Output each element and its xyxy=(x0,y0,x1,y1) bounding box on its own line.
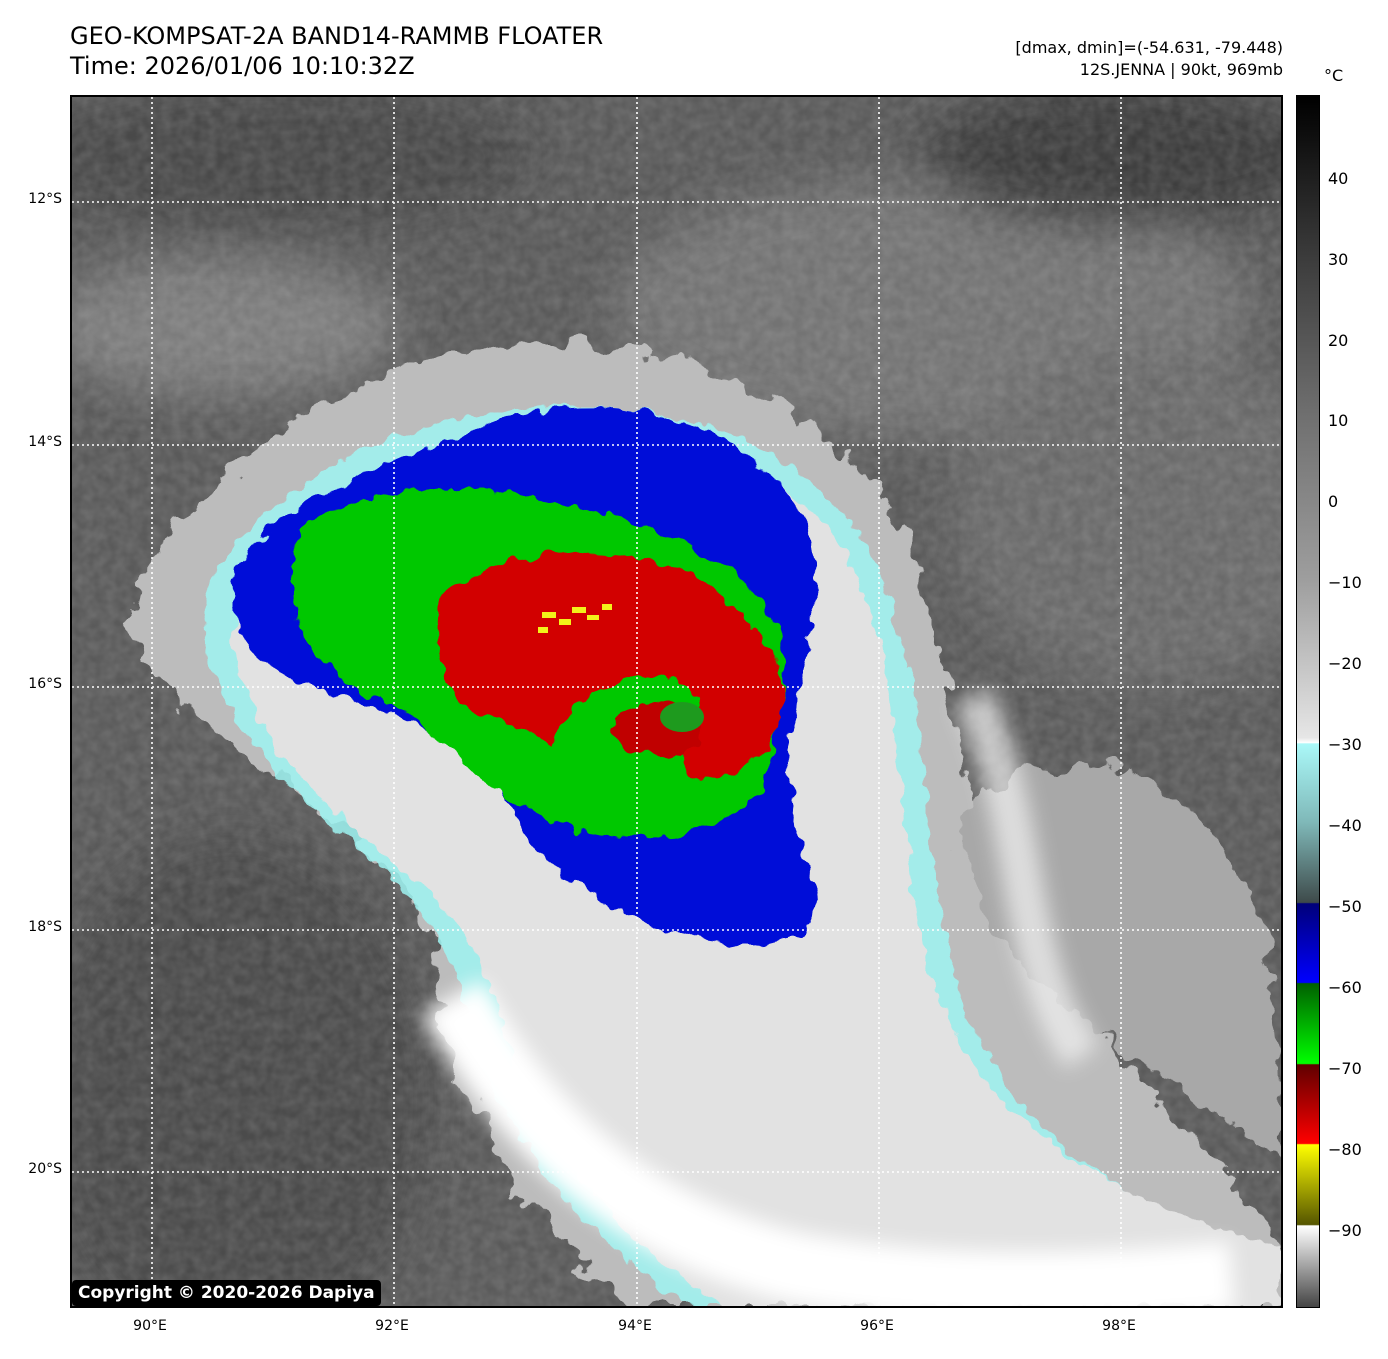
storm-info: 12S.JENNA | 90kt, 969mb xyxy=(1079,60,1283,79)
colorbar-tick: 0 xyxy=(1328,492,1339,511)
colorbar-tick: −20 xyxy=(1328,654,1362,673)
colorbar-tick: −80 xyxy=(1328,1140,1362,1159)
lat-label-18s: 18°S xyxy=(28,919,62,935)
timestamp-title: Time: 2026/01/06 10:10:32Z xyxy=(70,52,415,80)
colorbar-tick: 30 xyxy=(1328,250,1349,269)
colorbar-tick: 10 xyxy=(1328,411,1349,430)
dmax-dmin-readout: [dmax, dmin]=(-54.631, -79.448) xyxy=(1015,38,1283,57)
colorbar xyxy=(1296,95,1320,1308)
lat-label-16s: 16°S xyxy=(28,676,62,692)
eye xyxy=(660,702,704,732)
lon-label-98e: 98°E xyxy=(1102,1318,1136,1334)
colorbar-tick: −60 xyxy=(1328,978,1362,997)
lon-label-96e: 96°E xyxy=(860,1318,894,1334)
satellite-image xyxy=(70,95,1283,1308)
lon-label-94e: 94°E xyxy=(618,1318,652,1334)
colorbar-tick: −40 xyxy=(1328,816,1362,835)
colorbar-tick: −70 xyxy=(1328,1059,1362,1078)
lat-label-20s: 20°S xyxy=(28,1161,62,1177)
colorbar-tick: −50 xyxy=(1328,897,1362,916)
colorbar-unit: °C xyxy=(1324,66,1344,85)
product-title: GEO-KOMPSAT-2A BAND14-RAMMB FLOATER xyxy=(70,22,604,50)
lat-label-14s: 14°S xyxy=(28,434,62,450)
ir-imagery xyxy=(72,97,1281,1306)
lat-label-12s: 12°S xyxy=(28,191,62,207)
colorbar-tick: −90 xyxy=(1328,1221,1362,1240)
copyright-badge: Copyright © 2020-2026 Dapiya xyxy=(72,1280,381,1306)
white-spiral-band xyxy=(421,688,1235,1306)
graticule xyxy=(72,97,1281,1306)
colorbar-tick: 40 xyxy=(1328,169,1349,188)
colorbar-tick: −10 xyxy=(1328,573,1362,592)
lon-label-90e: 90°E xyxy=(133,1318,167,1334)
colorbar-tick: 20 xyxy=(1328,331,1349,350)
coldest-tops-yellow xyxy=(538,604,612,633)
colorbar-tick: −30 xyxy=(1328,735,1362,754)
lon-label-92e: 92°E xyxy=(375,1318,409,1334)
